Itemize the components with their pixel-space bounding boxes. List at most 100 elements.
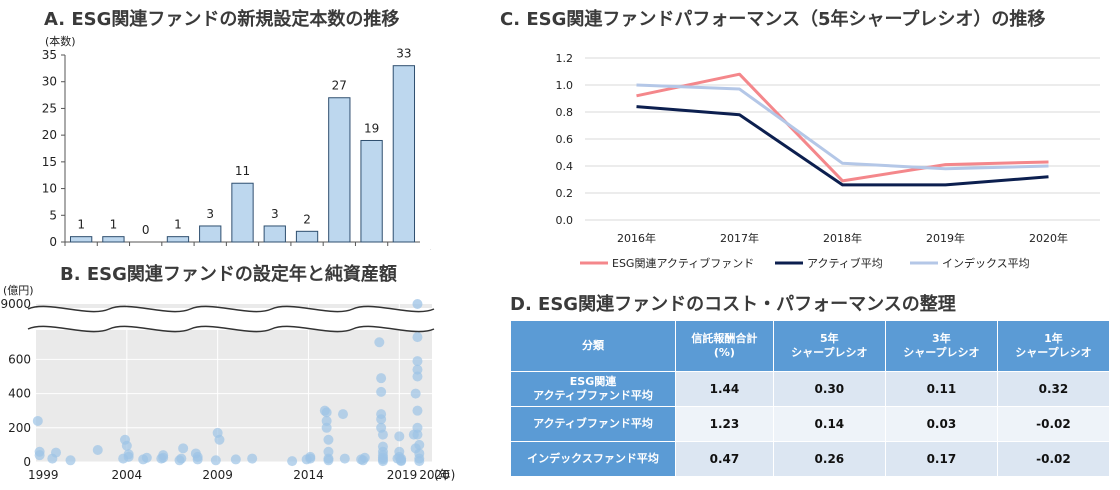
data-label: 1 <box>110 218 118 232</box>
panel-b-scatter-chart: 0 200 400 600 9000(億円) 1999 2004 2009 2014 2019 20… <box>0 284 455 482</box>
x-tick-label: 17 <box>299 248 314 250</box>
table-row: ESG関連 アクティブファンド平均 1.44 0.30 0.11 0.32 <box>510 371 1111 407</box>
panel-b-title: B. ESG関連ファンドの設定年と純資産額 <box>60 264 397 285</box>
scatter-point <box>339 453 350 464</box>
x-tick-label: 10 <box>73 248 88 250</box>
bar <box>166 236 190 243</box>
y-tick-label: 600 <box>8 352 31 366</box>
scatter-point <box>230 454 241 465</box>
scatter-point <box>321 415 332 426</box>
y-tick-label: 0.6 <box>556 133 574 146</box>
scatter-point <box>414 456 425 467</box>
bar <box>295 230 319 243</box>
x-axis-label: (年) <box>423 248 443 250</box>
y-break-label: 9000 <box>0 297 31 311</box>
bar <box>328 97 351 243</box>
scatter-point <box>247 453 258 464</box>
scatter-point <box>377 429 388 440</box>
x-tick-label: 2018年 <box>823 231 862 245</box>
x-tick-label: 15 <box>235 248 250 250</box>
x-tick-label: 2020 <box>419 468 450 482</box>
table-row: インデックスファンド平均 0.47 0.26 0.17 -0.02 <box>510 441 1111 477</box>
scatter-point <box>321 422 332 433</box>
y-tick-label: 0.8 <box>556 106 574 119</box>
cell-sharpe-5y: 0.30 <box>772 371 886 407</box>
legend-label: インデックス平均 <box>942 256 1030 270</box>
scatter-point <box>321 407 332 418</box>
cost-performance-table: 分類 信託報酬合計 (%) 5年 シャープレシオ 3年 シャープレシオ 1年 シ… <box>510 320 1111 477</box>
scatter-point <box>210 455 221 466</box>
scatter-point <box>32 415 43 426</box>
scatter-point <box>121 440 132 451</box>
x-tick-label: 2017年 <box>720 231 759 245</box>
x-tick-label: 14 <box>203 248 218 250</box>
y-tick-label: 10 <box>42 182 57 196</box>
scatter-point <box>412 371 423 382</box>
cell-sharpe-1y: -0.02 <box>996 406 1111 442</box>
scatter-point <box>396 456 407 467</box>
cell-sharpe-3y: 0.11 <box>884 371 998 407</box>
axis-break-line <box>27 325 435 333</box>
scatter-point <box>305 453 316 464</box>
scatter-point <box>412 356 423 367</box>
scatter-point <box>374 337 385 348</box>
y-tick-label: 0.0 <box>556 214 574 227</box>
y-tick-label: 1.0 <box>556 79 574 92</box>
y-tick-label: 400 <box>8 387 31 401</box>
scatter-point <box>377 456 388 467</box>
scatter-point <box>176 453 187 464</box>
x-tick-label: 2016年 <box>617 231 656 245</box>
series-line <box>636 83 1049 171</box>
cell-sharpe-1y: 0.32 <box>996 371 1111 407</box>
header-sharpe-3y: 3年 シャープレシオ <box>884 320 998 372</box>
scatter-point <box>412 422 423 433</box>
scatter-point <box>414 439 425 450</box>
y-tick-label: 0.2 <box>556 187 574 200</box>
y-tick-label: 1.2 <box>556 52 574 65</box>
y-tick-label: 200 <box>8 421 31 435</box>
row-label: アクティブファンド平均 <box>510 406 676 442</box>
y-tick-label: 5 <box>49 208 57 222</box>
scatter-point <box>287 456 298 467</box>
y-tick-label: 20 <box>42 128 57 142</box>
cell-sharpe-3y: 0.03 <box>884 406 998 442</box>
table-row: アクティブファンド平均 1.23 0.14 0.03 -0.02 <box>510 406 1111 442</box>
x-tick-label: 2009 <box>202 468 233 482</box>
scatter-point <box>323 446 334 457</box>
scatter-point <box>50 447 61 458</box>
legend-label: アクティブ平均 <box>807 256 883 270</box>
scatter-point <box>412 405 423 416</box>
x-tick-label: 2019年 <box>926 231 965 245</box>
cell-sharpe-1y: -0.02 <box>996 441 1111 477</box>
bar <box>69 236 93 243</box>
scatter-point <box>214 434 225 445</box>
data-label: 2 <box>303 212 311 226</box>
y-tick-label: 0 <box>23 455 31 469</box>
scatter-point <box>65 455 76 466</box>
data-label: 0 <box>142 223 150 237</box>
y-tick-label: 15 <box>42 155 57 169</box>
cell-fee: 1.44 <box>675 371 774 407</box>
y-tick-label: 0 <box>49 235 57 249</box>
x-tick-label: 12 <box>138 248 153 250</box>
cell-fee: 0.47 <box>675 441 774 477</box>
scatter-point <box>178 443 189 454</box>
y-axis-label: (億円) <box>3 284 34 297</box>
bar <box>360 139 383 243</box>
x-tick-label: 1999 <box>28 468 59 482</box>
cell-fee: 1.23 <box>675 406 774 442</box>
data-label: 3 <box>271 207 279 221</box>
scatter-point <box>412 332 423 343</box>
header-sharpe-1y: 1年 シャープレシオ <box>996 320 1111 372</box>
y-tick-label: 35 <box>42 48 57 62</box>
data-label: 1 <box>174 218 182 232</box>
scatter-point <box>376 414 387 425</box>
header-sharpe-5y: 5年 シャープレシオ <box>772 320 886 372</box>
panel-a-bar-chart: 05101520253035(本数)1101110121133141115316… <box>42 34 443 250</box>
scatter-point <box>412 429 423 440</box>
scatter-point <box>34 450 45 461</box>
scatter-point <box>394 431 405 442</box>
x-tick-label: 2019 <box>387 468 418 482</box>
scatter-point <box>141 452 152 463</box>
panel-d-table-wrap: 分類 信託報酬合計 (%) 5年 シャープレシオ 3年 シャープレシオ 1年 シ… <box>510 320 1111 477</box>
